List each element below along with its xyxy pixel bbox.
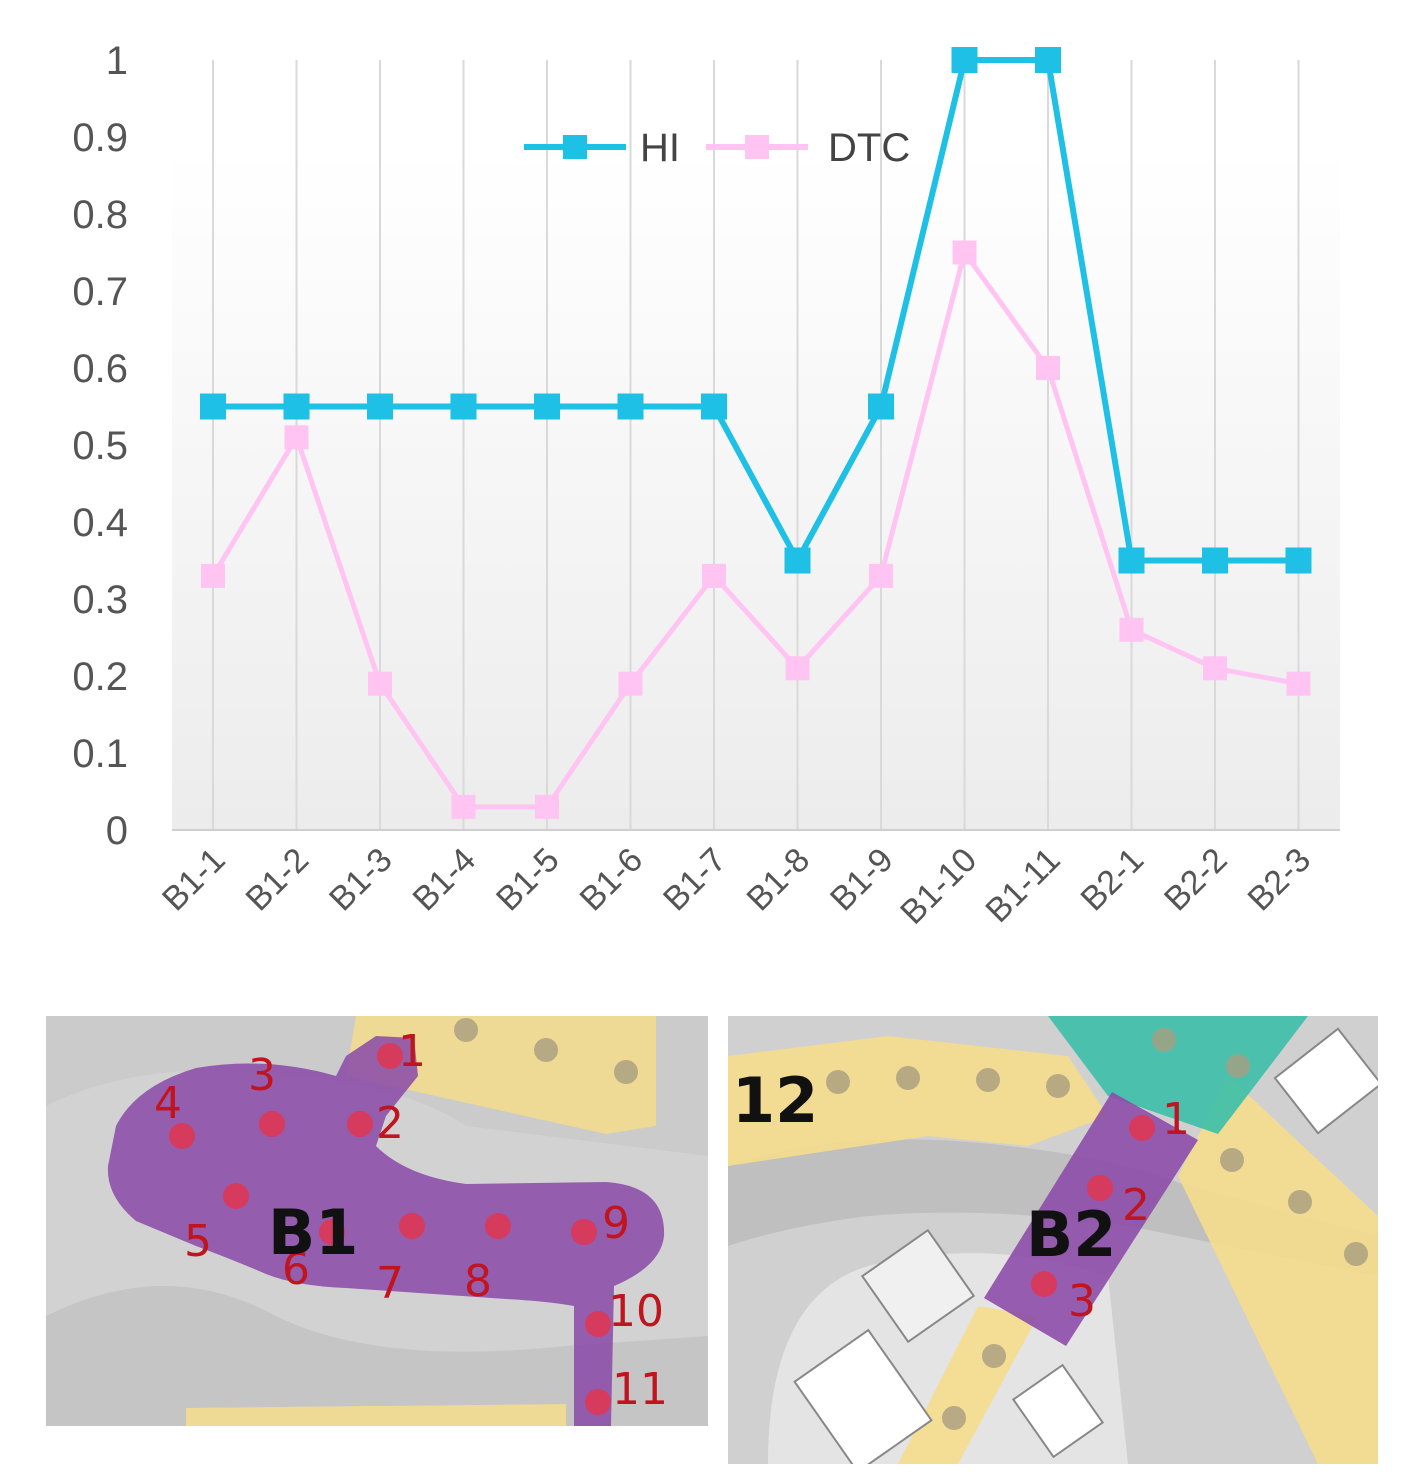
x-tick-label: B1-4 — [405, 841, 483, 919]
b1-point-label-10: 10 — [608, 1286, 664, 1337]
map-panel-b2: 1 2 3 B2 12 — [728, 1016, 1378, 1464]
data-point-dtc — [1119, 617, 1144, 642]
data-point-hi — [1202, 547, 1228, 574]
data-point-hi — [617, 393, 644, 420]
b1-point-label-11: 11 — [612, 1364, 668, 1415]
path-zone-yellow — [346, 1016, 656, 1134]
b2-point-label-2: 2 — [1122, 1180, 1150, 1231]
x-tick-label: B1-8 — [739, 841, 817, 919]
b1-point-label-6: 6 — [282, 1244, 310, 1295]
data-point-dtc — [869, 563, 893, 588]
data-point-dtc — [1203, 656, 1227, 681]
series-line-dtc — [210, 246, 1299, 810]
x-tick-label: B2-3 — [1240, 841, 1318, 919]
data-point-hi — [784, 547, 811, 574]
data-point-dtc — [535, 794, 559, 819]
path-zone-yellow-diagonal — [1178, 1076, 1378, 1464]
zone-label-b1: B1 — [268, 1196, 358, 1269]
gridlines — [212, 60, 1300, 830]
y-tick-label: 0.1 — [72, 732, 128, 776]
data-point-hi — [868, 393, 894, 420]
data-point-hi — [1035, 47, 1061, 73]
series-dtc — [201, 240, 1311, 819]
b2-point-label-1: 1 — [1162, 1094, 1190, 1145]
path-zone-yellow — [728, 1036, 1108, 1166]
x-tick-label: B2-2 — [1157, 841, 1235, 919]
b1-point-label-2: 2 — [376, 1098, 404, 1149]
data-point-dtc — [702, 563, 726, 588]
data-point-dtc — [952, 240, 977, 265]
y-axis-ticks: 0 0.1 0.2 0.3 0.4 0.5 0.6 0.7 0.8 0.9 1 — [72, 39, 128, 853]
y-tick-label: 0.6 — [72, 347, 128, 391]
legend-hi-label: HI — [640, 126, 680, 170]
data-point-hi — [450, 393, 477, 420]
b1-point-label-8: 8 — [464, 1256, 492, 1307]
area-label-12: 12 — [732, 1064, 818, 1137]
b2-point-label-3: 3 — [1068, 1276, 1096, 1327]
series-line-hi — [213, 57, 1299, 567]
b1-point-label-7: 7 — [376, 1258, 404, 1309]
zone-label-b2: B2 — [1026, 1198, 1116, 1271]
building-outlines — [793, 1027, 1378, 1464]
map-b1-image: 1 2 3 4 5 6 7 8 9 10 11 B1 — [46, 1016, 708, 1426]
b1-point-label-1: 1 — [398, 1026, 426, 1077]
x-tick-label: B1-1 — [155, 841, 233, 919]
y-tick-label: 0.2 — [72, 655, 128, 699]
b1-point-label-5: 5 — [184, 1216, 212, 1267]
x-axis-ticks: B1-1 B1-2 B1-3 B1-4 B1-5 B1-6 B1-7 B1-8 B1-9B1-1… — [155, 841, 1318, 932]
data-point-dtc — [1286, 671, 1311, 696]
y-tick-label: 0 — [106, 809, 128, 853]
data-point-dtc — [451, 794, 476, 819]
b1-point-label-3: 3 — [248, 1050, 276, 1101]
b1-point-label-9: 9 — [602, 1198, 630, 1249]
data-point-hi — [951, 47, 978, 73]
y-tick-label: 0.3 — [72, 578, 128, 622]
line-chart: 00.10.20.30.40.50.60.70.80.91 B1-1 B1-2 B1… — [72, 39, 1340, 932]
b1-points — [169, 1043, 611, 1415]
x-tick-label: B1-5 — [489, 841, 567, 919]
path-zone-yellow-bottom — [898, 1306, 1038, 1464]
zone-green — [1048, 1016, 1308, 1134]
y-tick-label: 0.9 — [72, 116, 128, 160]
data-point-hi — [200, 393, 226, 420]
legend-dtc-label: DTC — [828, 126, 910, 170]
data-point-dtc — [618, 671, 643, 696]
data-point-hi — [1118, 547, 1145, 574]
y-tick-label: 0.8 — [72, 193, 128, 237]
y-tick-label: 1 — [106, 39, 128, 83]
legend-hi-marker — [563, 135, 587, 159]
b1-point-label-4: 4 — [154, 1078, 182, 1129]
legend-dtc-marker — [745, 135, 769, 159]
x-tick-label: B1-3 — [322, 841, 400, 919]
x-tick-label: B1-7 — [656, 841, 734, 919]
data-point-dtc — [785, 656, 810, 681]
zone-b1-shape — [107, 1036, 665, 1426]
x-tick-label: B2-1 — [1073, 841, 1151, 919]
map-b2-image: 1 2 3 B2 12 — [728, 1016, 1378, 1464]
data-point-hi — [283, 393, 310, 420]
path-zone-yellow-bottom — [186, 1404, 566, 1426]
data-point-dtc — [1036, 356, 1060, 380]
data-point-hi — [701, 393, 727, 420]
data-point-dtc — [368, 671, 392, 696]
data-point-hi — [534, 393, 560, 420]
data-point-dtc — [284, 425, 309, 450]
y-tick-label: 0.5 — [72, 424, 128, 468]
data-point-dtc — [201, 563, 225, 588]
x-tick-label: B1-9 — [823, 841, 901, 919]
x-tick-label: B1-6 — [572, 841, 650, 919]
y-tick-label: 0.7 — [72, 270, 128, 314]
y-tick-label: 0.4 — [72, 501, 128, 545]
data-point-hi — [1285, 547, 1312, 574]
data-point-hi — [367, 393, 393, 420]
x-tick-label: B1-11 — [978, 841, 1067, 930]
series-hi — [200, 47, 1312, 574]
map-panel-b1: 1 2 3 4 5 6 7 8 9 10 11 B1 — [46, 1016, 708, 1426]
x-tick-label: B1-10 — [893, 841, 984, 932]
legend: HI DTC — [524, 126, 910, 170]
x-tick-label: B1-2 — [238, 841, 316, 919]
